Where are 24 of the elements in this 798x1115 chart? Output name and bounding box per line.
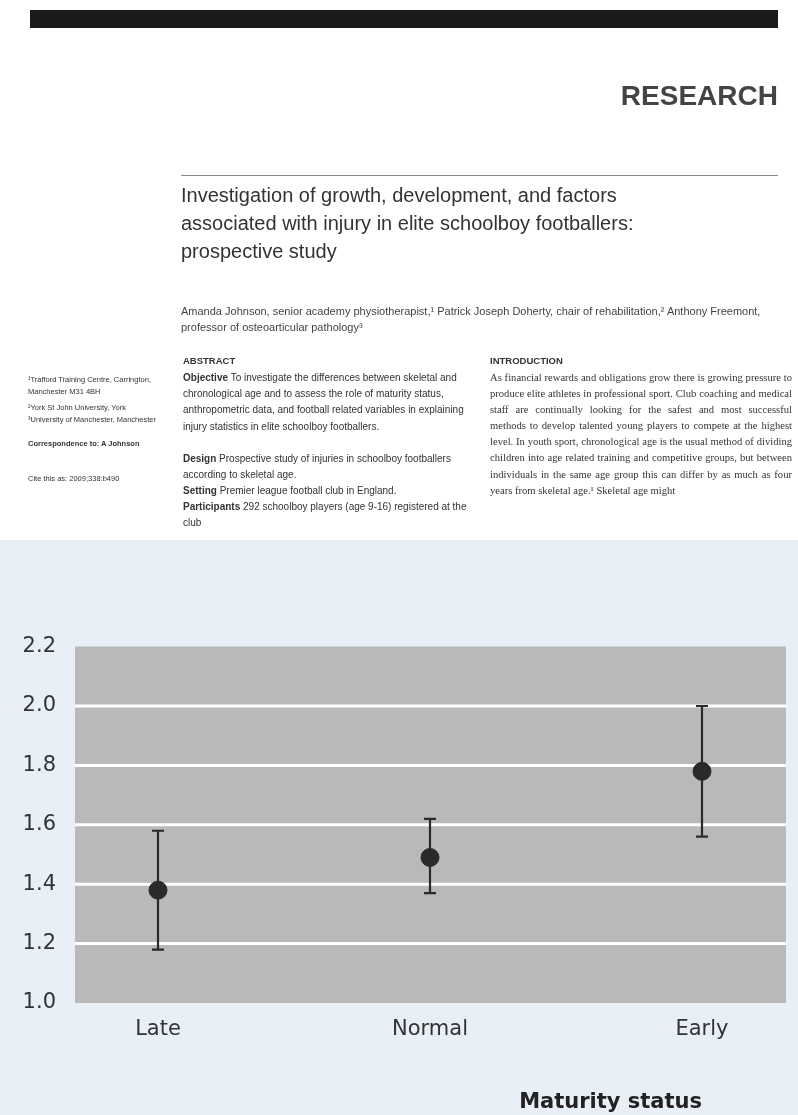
y-tick-label: 1.6 — [22, 811, 56, 836]
x-tick-label: Normal — [392, 1016, 468, 1041]
point — [420, 847, 440, 867]
x-axis-title: Maturity status — [519, 1088, 702, 1113]
point — [692, 761, 712, 781]
text: INTRODUCTION — [490, 355, 564, 368]
y-tick-label: 1.8 — [22, 751, 56, 776]
text: As financial rewards and obligations grow there is growing pressure to produce elite athletes in professional sport. Club coaching and medical staff are continually looking for the safest and most successful methods to develop talented young players to compete at the highest level. In youth sport, chronological age is the usual method of dividing children into age related training and competitive groups, but between individuals in the same age group this can differ by as much as four years from skeletal age.¹ Skeletal age might — [490, 371, 792, 498]
text: Participants 292 schoolboy players (age 9-16) registered at the club — [183, 501, 467, 529]
text: Design Prospective study of injuries in schoolboy footballers according to skeletal age. — [183, 452, 452, 483]
chart-title: Investigation of growth, development, and factors associated with injury in elite schoolboy footballers: prospective study — [181, 183, 635, 264]
text: Setting Premier league football club in England. — [183, 484, 398, 498]
y-tick-label: 1.4 — [22, 870, 56, 895]
text: RESEARCH — [619, 79, 778, 113]
y-tick-label: 2.2 — [22, 633, 56, 658]
point — [148, 880, 168, 900]
chart-subtitle: Amanda Johnson, senior academy physiotherapist,¹ Patrick Joseph Doherty, chair of rehabilitation,² Anthony Freemont, professor of osteoarticular pathology³ — [181, 304, 762, 335]
y-tick-label: 1.2 — [22, 930, 56, 955]
x-tick-label: Late — [135, 1016, 181, 1041]
y-tick-label: 2.0 — [22, 692, 56, 717]
x-tick-label: Early — [675, 1016, 729, 1041]
text: Objective To investigate the differences between skeletal and chronological age and to assess the role of maturity status, anthropometric data, and football related variables in explaining injury statistics in elite schoolboy footballers. — [183, 371, 465, 434]
text: ABSTRACT — [183, 355, 237, 368]
y-tick-label: 1.0 — [22, 989, 56, 1014]
